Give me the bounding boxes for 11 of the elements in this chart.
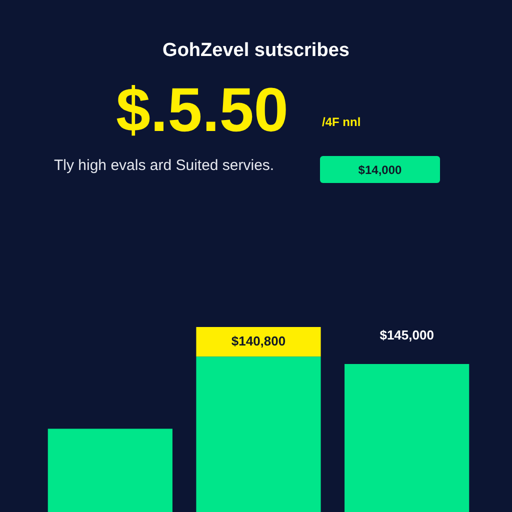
- price-badge: $14,000: [320, 156, 440, 183]
- bar: [196, 356, 321, 512]
- annotation: $145,000: [380, 328, 434, 343]
- text: /4F nnl: [322, 115, 361, 129]
- bar: [344, 364, 470, 512]
- text: $.5.50: [116, 76, 288, 146]
- chart-title: GohZevel sutscribes: [162, 40, 350, 62]
- text: Tly high evals ard Suited servies.: [54, 157, 274, 174]
- bar: [196, 327, 321, 357]
- annotation: $140,800: [231, 333, 286, 348]
- bar: [48, 428, 172, 512]
